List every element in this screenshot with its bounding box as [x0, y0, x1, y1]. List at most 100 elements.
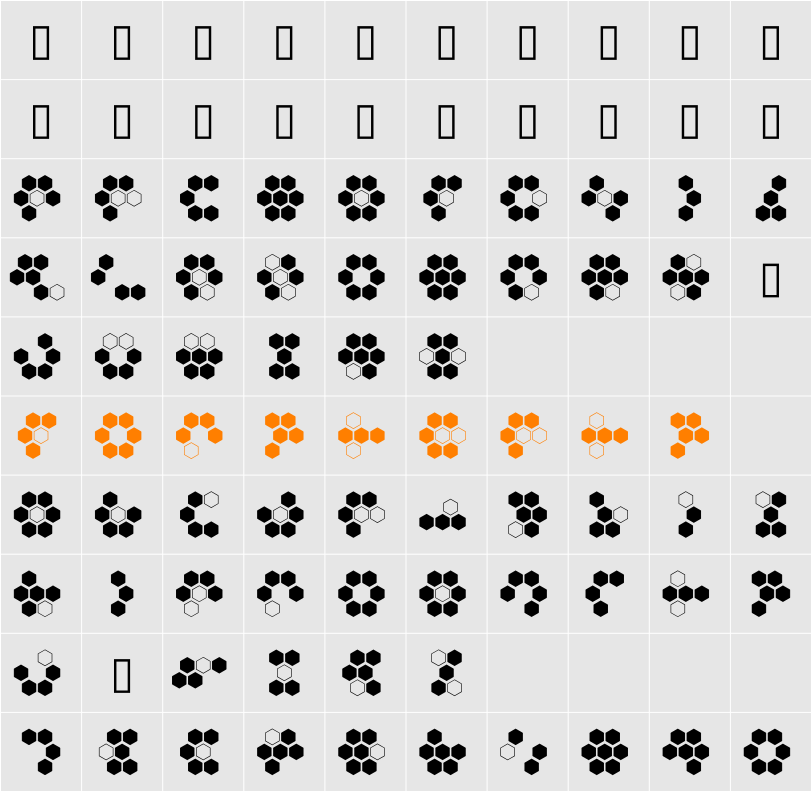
hexagon-filled — [427, 600, 442, 617]
glyph-cell — [406, 475, 487, 554]
hexagon-filled — [508, 412, 523, 429]
hexagon-filled — [443, 442, 458, 459]
hexagon-filled — [265, 175, 280, 192]
glyph-cell — [1, 396, 82, 475]
hexagon-outline — [196, 656, 211, 674]
hexagon-outline — [346, 363, 361, 380]
hexagon-filled — [451, 513, 466, 531]
hexagon-filled — [285, 679, 300, 697]
hexagon-outline — [346, 442, 361, 459]
glyph-cell — [325, 159, 406, 238]
hexagon-outline — [98, 743, 114, 761]
glyph-cell — [163, 633, 244, 712]
glyph-cell — [568, 80, 649, 159]
hexagon-outline — [346, 412, 361, 429]
hexagon-filled — [257, 190, 272, 207]
hexagon-outline — [200, 283, 215, 301]
hexagon-filled — [500, 427, 515, 444]
missing-glyph: ▯ — [759, 252, 783, 303]
hexagon-filled — [694, 743, 710, 761]
hexagon-filled — [678, 585, 694, 602]
hexagon-filled — [265, 442, 280, 459]
glyph-cell — [1, 317, 82, 396]
hexagon-filled — [130, 284, 146, 301]
hexagon-outline — [33, 427, 49, 444]
hexagon-outline — [110, 189, 126, 207]
hexagon-filled — [346, 491, 361, 508]
hexagon-filled — [37, 333, 53, 350]
hexagon-filled — [192, 348, 207, 365]
hexagon-filled — [180, 657, 195, 674]
hexagon-filled — [771, 205, 787, 222]
hexagon-filled — [346, 175, 361, 192]
hexagon-filled — [686, 412, 702, 429]
glyph-cell — [568, 159, 649, 238]
hexagon-filled — [13, 664, 29, 682]
hexagon-filled — [289, 269, 304, 286]
glyph-cell — [406, 159, 487, 238]
glyph-cell — [1, 80, 82, 159]
hexagon-filled — [208, 269, 223, 286]
hexagon-filled — [281, 175, 296, 192]
glyph-cell — [163, 159, 244, 238]
hexagon-filled — [362, 600, 377, 617]
glyph-cell — [487, 396, 568, 475]
hexagon-filled — [257, 506, 272, 523]
glyph-cell — [82, 1, 163, 80]
hexagon-filled — [532, 269, 547, 286]
hexagon-filled — [447, 649, 462, 667]
hexagon-filled — [585, 585, 600, 602]
glyph-cell — [1, 159, 82, 238]
hexagon-filled — [204, 205, 219, 222]
hexagon-filled — [269, 679, 284, 697]
missing-glyph: ▯ — [353, 15, 377, 66]
hexagon-filled — [767, 570, 783, 587]
glyph-cell — [163, 712, 244, 791]
hexagon-filled — [17, 254, 33, 271]
hexagon-filled — [188, 491, 203, 508]
hexagon-filled — [447, 175, 462, 192]
hexagon-filled — [775, 743, 791, 761]
hexagon-filled — [751, 758, 767, 776]
hexagon-filled — [21, 521, 37, 538]
hexagon-filled — [451, 585, 466, 602]
hexagon-filled — [613, 743, 628, 761]
hexagon-filled — [98, 254, 114, 271]
hexagon-filled — [443, 412, 458, 429]
hexagon-filled — [29, 585, 45, 602]
hexagon-filled — [419, 427, 434, 444]
hexagon-filled — [419, 585, 434, 602]
hexagon-outline — [118, 333, 134, 350]
glyph-cell — [1, 1, 82, 80]
hexagon-filled — [184, 284, 199, 301]
hexagon-outline — [192, 268, 207, 286]
hexagon-filled — [21, 600, 37, 617]
glyph-cell — [82, 475, 163, 554]
hexagon-filled — [257, 743, 272, 761]
hexagon-outline — [126, 189, 142, 207]
hexagon-outline — [589, 442, 605, 459]
hexagon-filled — [500, 585, 515, 602]
hexagon-outline — [273, 506, 288, 523]
hexagon-filled — [118, 521, 134, 538]
hexagon-filled — [118, 175, 134, 192]
hexagon-filled — [524, 570, 539, 587]
hexagon-filled — [366, 649, 381, 667]
hexagon-outline — [265, 728, 280, 746]
glyph-cell — [163, 554, 244, 633]
glyph-cell — [649, 633, 730, 712]
hexagon-filled — [678, 427, 694, 444]
hexagon-filled — [362, 491, 377, 508]
missing-glyph: ▯ — [516, 94, 540, 145]
glyph-cell — [1, 712, 82, 791]
hexagon-filled — [662, 585, 678, 602]
hexagon-filled — [366, 679, 381, 697]
hexagon-filled — [265, 412, 280, 429]
hexagon-outline — [184, 333, 199, 350]
hexagon-filled — [751, 728, 767, 746]
hexagon-filled — [662, 743, 678, 761]
hexagon-filled — [21, 570, 37, 587]
hexagon-filled — [597, 427, 612, 444]
hexagon-filled — [443, 570, 458, 587]
glyph-cell — [487, 554, 568, 633]
